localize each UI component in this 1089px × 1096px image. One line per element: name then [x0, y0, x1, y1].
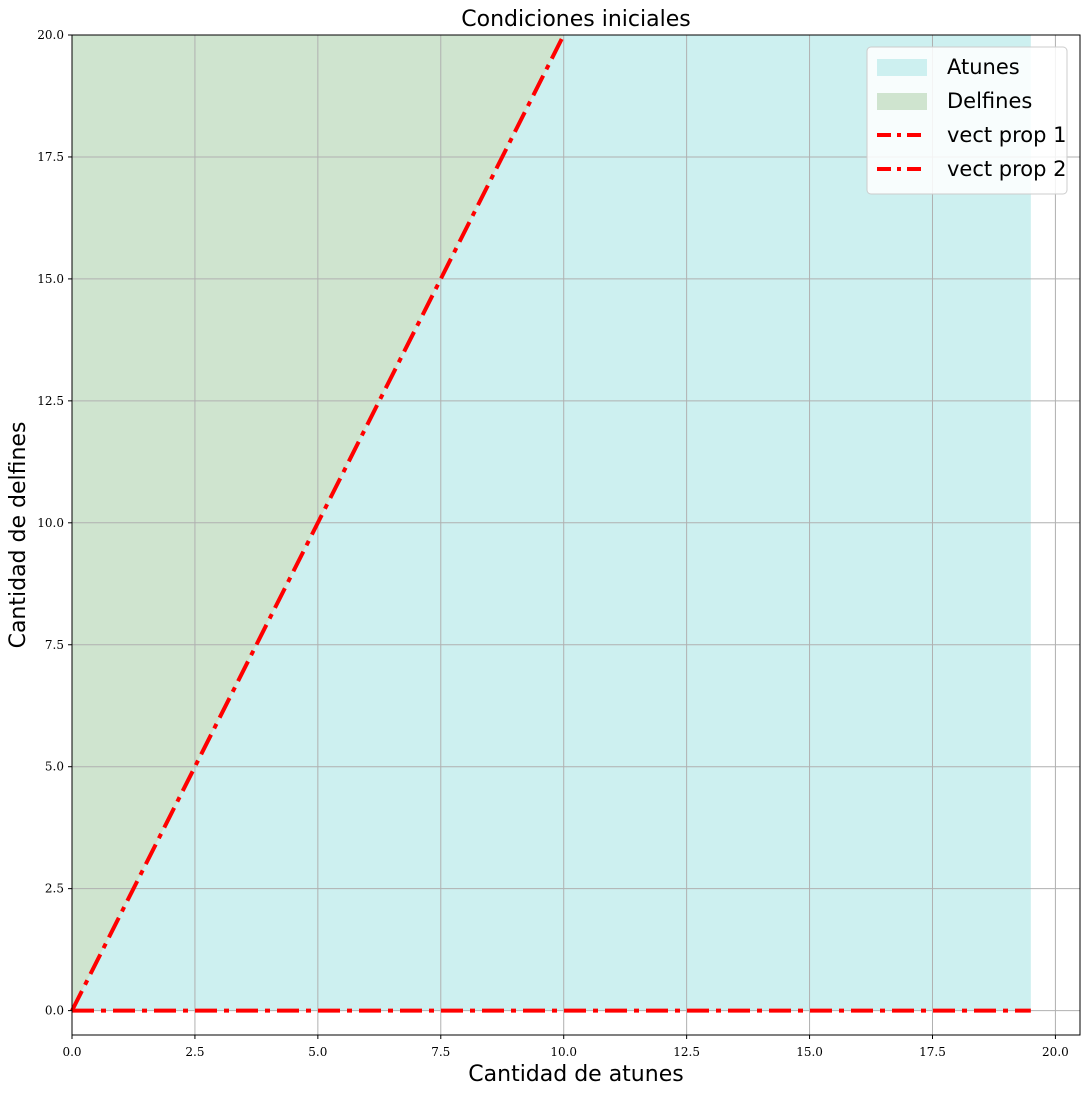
plot-frame — [71, 34, 1081, 1036]
x-tick-label: 17.5 — [919, 1045, 946, 1059]
x-tick-label: 7.5 — [431, 1045, 450, 1059]
grid — [71, 34, 1080, 1035]
y-tick-label: 7.5 — [45, 638, 64, 652]
legend-label-vect-prop-2: vect prop 2 — [947, 157, 1067, 181]
x-tick-label: 2.5 — [185, 1045, 204, 1059]
legend-swatch-delfines — [877, 93, 927, 110]
legend: Atunes Delfines vect prop 1 vect prop 2 — [866, 46, 1068, 195]
series-line-vect-prop-1 — [70, 34, 566, 1012]
legend-label-vect-prop-1: vect prop 1 — [947, 123, 1067, 147]
y-ticks: 0.0 2.5 5.0 7.5 10.0 12.5 15.0 17.5 20.0 — [37, 28, 72, 1018]
legend-box — [866, 46, 1068, 195]
y-tick-label: 0.0 — [45, 1004, 64, 1018]
y-axis-label: Cantidad de delfines — [6, 422, 31, 649]
y-tick-label: 12.5 — [37, 394, 64, 408]
x-ticks: 0.0 2.5 5.0 7.5 10.0 12.5 15.0 17.5 20.0 — [62, 1035, 1069, 1059]
x-tick-label: 10.0 — [550, 1045, 577, 1059]
legend-swatch-atunes — [877, 59, 927, 76]
x-tick-label: 20.0 — [1042, 1045, 1069, 1059]
x-tick-label: 5.0 — [308, 1045, 327, 1059]
chart-title: Condiciones iniciales — [461, 7, 690, 32]
series-lines — [70, 34, 1031, 1013]
y-tick-label: 17.5 — [37, 150, 64, 164]
y-tick-label: 10.0 — [37, 516, 64, 530]
y-tick-label: 20.0 — [37, 28, 64, 42]
y-tick-label: 15.0 — [37, 272, 64, 286]
x-axis-label: Cantidad de atunes — [468, 1062, 683, 1087]
legend-label-atunes: Atunes — [947, 55, 1020, 79]
legend-label-delfines: Delfines — [947, 89, 1032, 113]
y-tick-label: 5.0 — [45, 760, 64, 774]
y-tick-label: 2.5 — [45, 882, 64, 896]
x-tick-label: 12.5 — [673, 1045, 700, 1059]
x-tick-label: 0.0 — [62, 1045, 81, 1059]
x-tick-label: 15.0 — [796, 1045, 823, 1059]
